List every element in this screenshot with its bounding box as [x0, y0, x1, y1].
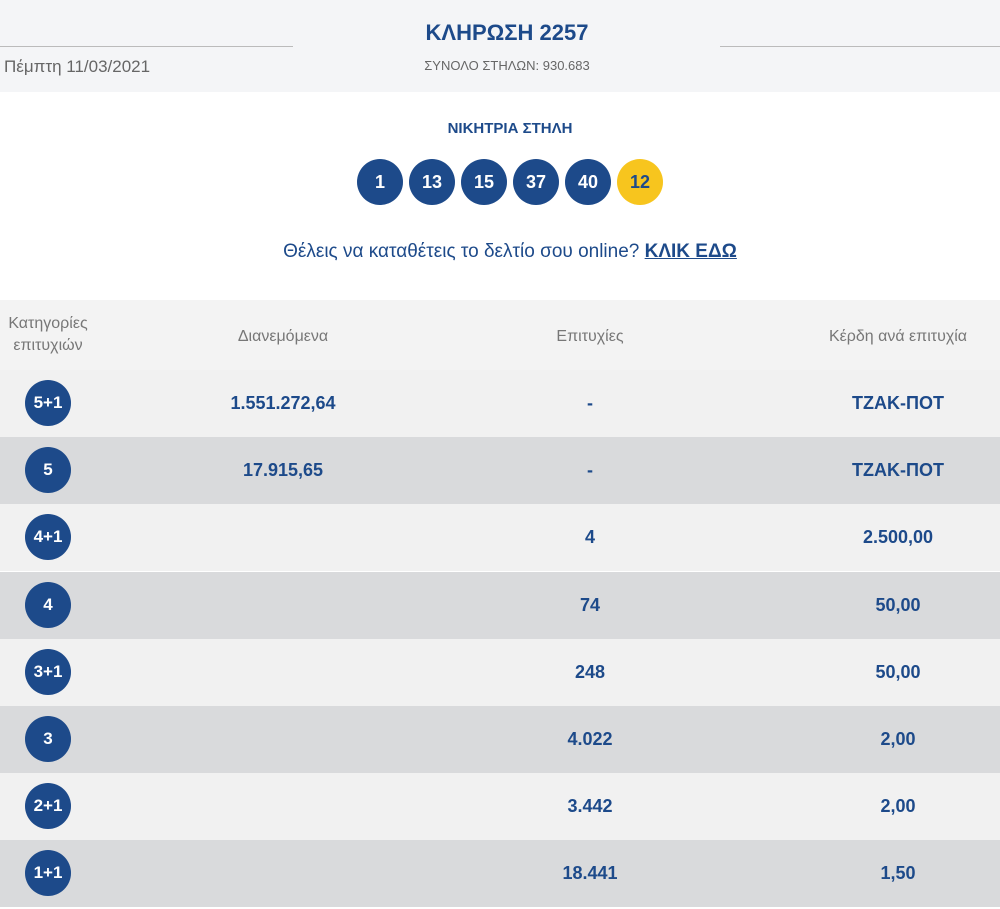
divider [720, 46, 1000, 47]
category-badge: 3 [25, 716, 71, 762]
column-header: Επιτυχίες [556, 328, 624, 345]
prize: 2,00 [880, 796, 916, 817]
winners: - [587, 393, 593, 413]
prompt-text: Θέλεις να καταθέτεις το δελτίο σου onlin… [283, 241, 640, 262]
winners: 18.441 [562, 863, 618, 884]
prize: 1,50 [880, 863, 916, 884]
winners: 248 [574, 661, 606, 682]
prompt: Θέλεις να καταθέτεις το δελτίο σου onlin… [283, 241, 737, 263]
prize: ΤΖΑΚ-ΠΟΤ [852, 460, 944, 481]
prompt-link[interactable]: ΚΛΙΚ ΕΔΩ [644, 241, 737, 262]
table-row: 3 4.022 2,00 [0, 706, 1000, 773]
table-row: 4 74 50,00 [0, 571, 1000, 639]
table-row: 5 17.915,65 - ΤΖΑΚ-ΠΟΤ [0, 437, 1000, 505]
winners: 4.022 [567, 729, 613, 749]
draw-title: ΚΛΗΡΩΣΗ 2257 [425, 20, 589, 45]
distributed: 17.915,65 [242, 460, 324, 481]
winners: 3.442 [567, 796, 613, 817]
number-ball: 15 [461, 159, 507, 205]
table-header [0, 300, 1000, 370]
table-row: 3+1 248 50,00 [0, 638, 1000, 706]
winners: - [587, 460, 593, 481]
table-row: 2+1 3.442 2,00 [0, 773, 1000, 841]
joker-ball: 12 [617, 159, 663, 205]
category-badge: 4+1 [25, 514, 71, 561]
divider [0, 46, 293, 47]
number-ball: 13 [409, 159, 455, 205]
prize: 2,00 [880, 729, 916, 749]
column-header: Διανεμόμενα [237, 328, 329, 345]
prize: 50,00 [875, 661, 921, 682]
column-header: Κέρδη ανά επιτυχία [828, 328, 968, 345]
table-row: 4+1 4 2.500,00 [0, 504, 1000, 572]
draw-date: Πέμπτη 11/03/2021 [4, 57, 151, 76]
winners: 4 [584, 527, 596, 548]
column-header: Κατηγορίες επιτυχιών [8, 315, 88, 354]
winners: 74 [579, 594, 601, 615]
number-ball: 37 [513, 159, 559, 205]
prize: 50,00 [875, 594, 921, 615]
prize: ΤΖΑΚ-ΠΟΤ [852, 393, 944, 413]
distributed: 1.551.272,64 [230, 393, 336, 413]
category-badge: 3+1 [25, 648, 71, 695]
category-badge: 2+1 [25, 783, 71, 830]
table-row: 5+1 1.551.272,64 - ΤΖΑΚ-ΠΟΤ [0, 370, 1000, 437]
category-badge: 5+1 [25, 380, 71, 426]
prize: 2.500,00 [862, 527, 934, 548]
number-ball: 1 [357, 159, 403, 205]
category-badge: 5 [25, 447, 71, 494]
number-ball: 40 [565, 159, 611, 205]
winning-label: ΝΙΚΗΤΡΙΑ ΣΤΗΛΗ [447, 120, 573, 137]
category-badge: 1+1 [25, 850, 71, 897]
total-columns: ΣΥΝΟΛΟ ΣΤΗΛΩΝ: 930.683 [424, 58, 590, 73]
table-row: 1+1 18.441 1,50 [0, 840, 1000, 908]
category-badge: 4 [25, 581, 71, 628]
